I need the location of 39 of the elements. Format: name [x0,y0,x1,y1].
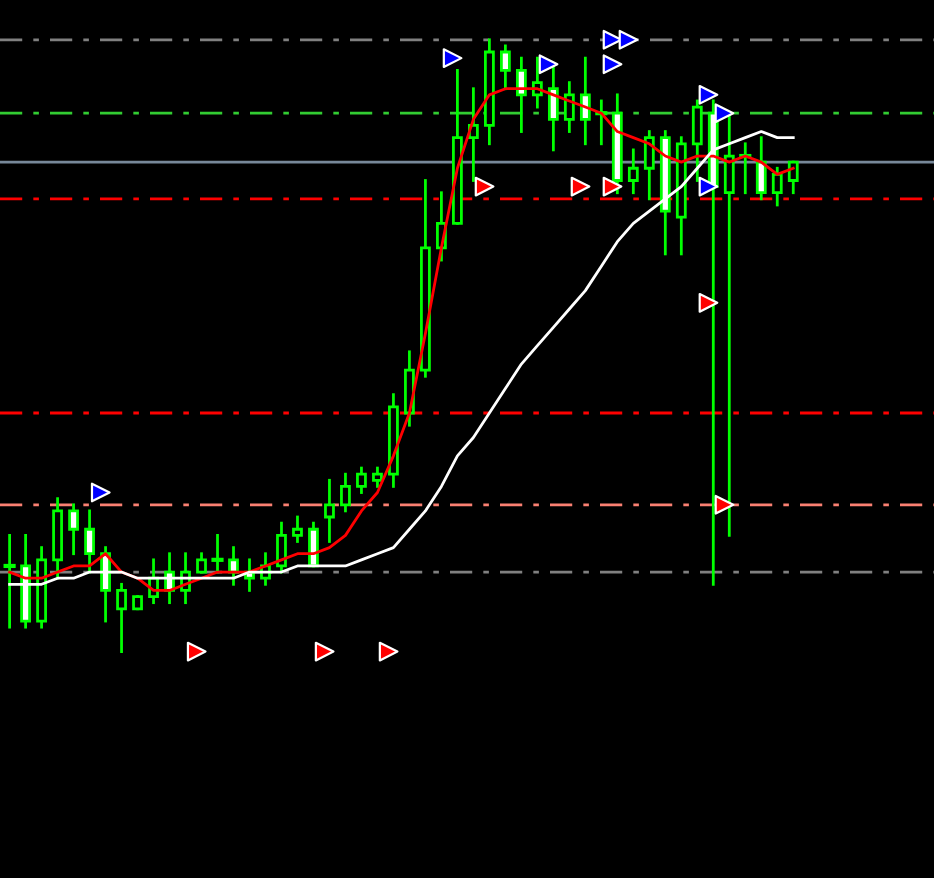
candlestick [340,472,351,513]
candlestick [771,166,783,207]
candlestick [500,44,511,91]
point [618,29,639,50]
candlestick [196,552,207,574]
candlestick [116,582,127,654]
point [714,103,735,124]
candlestick [627,148,639,195]
candlestick [563,81,575,133]
candlestick [324,478,335,543]
candlestick [787,160,799,195]
candlestick [547,62,559,152]
candlestick [356,466,367,494]
candlestick [84,509,95,574]
candlestick [691,99,703,182]
candlestick [68,503,79,556]
candlestick [579,56,591,146]
candlestick [211,533,224,574]
candlestick [276,521,287,574]
candlestick [292,515,303,543]
point [378,641,399,662]
point [90,482,111,503]
point [442,48,463,69]
candlestick [515,56,527,133]
candlestick [723,111,735,537]
point [698,292,719,313]
point [538,54,559,75]
point [602,54,623,75]
point [474,176,495,197]
candlestick [372,466,383,488]
point [314,641,335,662]
point [186,641,207,662]
point [714,494,735,515]
point [698,176,719,197]
point [698,84,719,105]
candlestick [643,130,655,201]
candlestick [755,136,767,201]
point [570,176,591,197]
point [602,176,623,197]
